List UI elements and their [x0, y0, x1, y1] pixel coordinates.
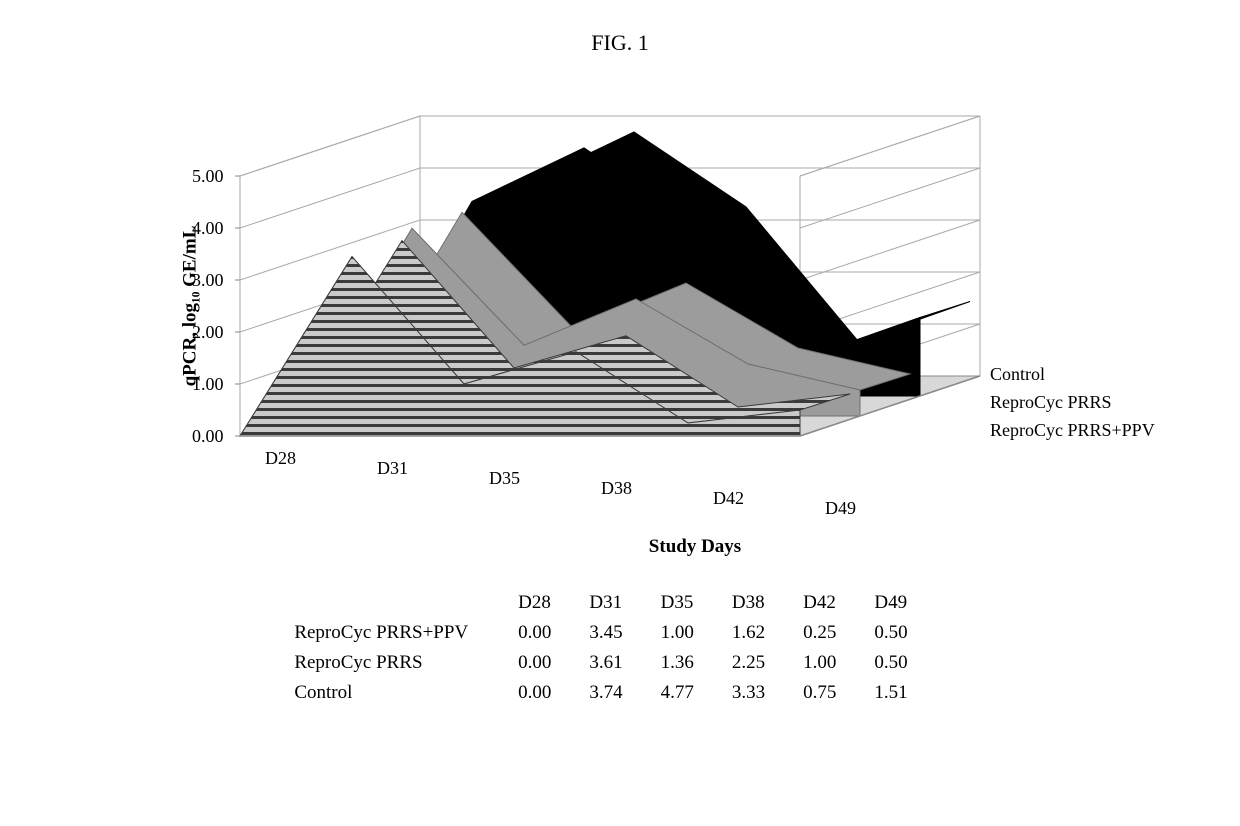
table-cell: 1.00 — [803, 648, 874, 678]
y-tick-5: 5.00 — [192, 166, 224, 187]
table-cell: Control — [294, 678, 518, 708]
table-cell: ReproCyc PRRS+PPV — [294, 618, 518, 648]
table-cell: ReproCyc PRRS — [294, 648, 518, 678]
y-tick-0: 0.00 — [192, 426, 224, 447]
y-tick-4: 4.00 — [192, 218, 224, 239]
y-axis-label: qPCR, log₁₀ GE/mL — [179, 226, 201, 387]
series-label-prrs-ppv: ReproCyc PRRS+PPV — [990, 420, 1155, 441]
table-header-cell: D38 — [732, 588, 803, 618]
table-row: ReproCyc PRRS 0.00 3.61 1.36 2.25 1.00 0… — [294, 648, 945, 678]
data-table: D28 D31 D35 D38 D42 D49 ReproCyc PRRS+PP… — [294, 588, 945, 708]
table-cell: 0.00 — [518, 648, 589, 678]
table-header-cell: D49 — [874, 588, 945, 618]
table-cell: 0.00 — [518, 678, 589, 708]
table-cell: 1.51 — [874, 678, 945, 708]
table-row: ReproCyc PRRS+PPV 0.00 3.45 1.00 1.62 0.… — [294, 618, 945, 648]
x-tick-2: D35 — [489, 468, 520, 489]
table-cell: 2.25 — [732, 648, 803, 678]
table-cell: 4.77 — [661, 678, 732, 708]
table-cell: 0.00 — [518, 618, 589, 648]
table-header-cell: D35 — [661, 588, 732, 618]
table-cell: 1.00 — [661, 618, 732, 648]
y-tick-marks — [235, 176, 240, 436]
table-cell: 3.61 — [589, 648, 660, 678]
table-cell: 0.50 — [874, 648, 945, 678]
table-header-cell: D42 — [803, 588, 874, 618]
x-tick-3: D38 — [601, 478, 632, 499]
x-tick-0: D28 — [265, 448, 296, 469]
y-tick-1: 1.00 — [192, 374, 224, 395]
series-label-control: Control — [990, 364, 1045, 385]
table-header-cell: D31 — [589, 588, 660, 618]
y-tick-3: 3.00 — [192, 270, 224, 291]
table-cell: 0.50 — [874, 618, 945, 648]
x-tick-4: D42 — [713, 488, 744, 509]
figure-title: FIG. 1 — [30, 30, 1210, 56]
y-tick-2: 2.00 — [192, 322, 224, 343]
series-label-prrs: ReproCyc PRRS — [990, 392, 1112, 413]
table-cell: 3.33 — [732, 678, 803, 708]
table-cell: 1.62 — [732, 618, 803, 648]
table-cell: 3.45 — [589, 618, 660, 648]
table-header-cell — [294, 588, 518, 618]
x-tick-1: D31 — [377, 458, 408, 479]
table-cell: 0.25 — [803, 618, 874, 648]
table-cell: 1.36 — [661, 648, 732, 678]
table-header-cell: D28 — [518, 588, 589, 618]
table-cell: 3.74 — [589, 678, 660, 708]
table-row: Control 0.00 3.74 4.77 3.33 0.75 1.51 — [294, 678, 945, 708]
table-header-row: D28 D31 D35 D38 D42 D49 — [294, 588, 945, 618]
chart-area: qPCR, log₁₀ GE/mL — [120, 96, 1120, 516]
x-axis-label: Study Days — [180, 536, 1210, 558]
x-tick-5: D49 — [825, 498, 856, 519]
table-cell: 0.75 — [803, 678, 874, 708]
